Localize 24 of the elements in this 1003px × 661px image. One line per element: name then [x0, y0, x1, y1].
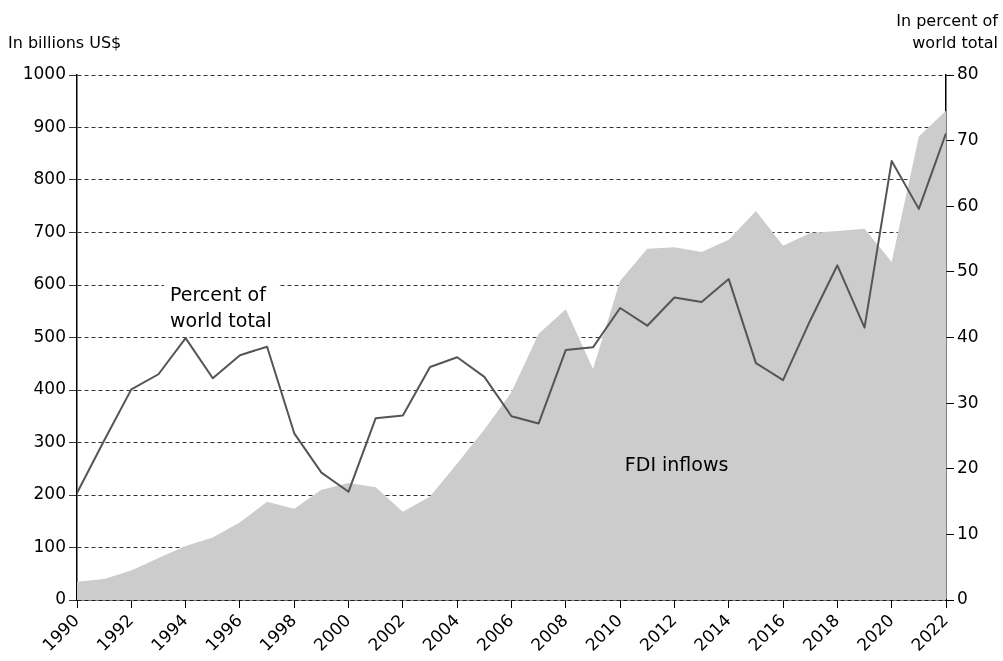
y2-tick-label: 0: [957, 588, 968, 609]
series-label: FDI inflows: [624, 453, 729, 476]
y-tick-label: 1000: [22, 63, 66, 84]
y2-tick-label: 30: [957, 391, 979, 412]
y2-tick-label: 40: [957, 325, 979, 346]
y2-tick-label: 50: [957, 260, 979, 281]
series-label: Percent of world total: [169, 282, 272, 331]
y2-axis-title: In percent of world total: [896, 11, 999, 52]
y2-tick-label: 80: [957, 63, 979, 84]
y-tick-label: 400: [33, 378, 66, 399]
y-axis-title: In billions US$: [8, 33, 122, 52]
y-tick-label: 600: [33, 273, 66, 294]
y-tick-label: 500: [33, 325, 66, 346]
y2-tick-label: 10: [957, 522, 979, 543]
y2-tick-label: 60: [957, 194, 979, 215]
y2-tick-label: 20: [957, 457, 979, 478]
y-tick-label: 700: [33, 220, 66, 241]
y-tick-label: 300: [33, 430, 66, 451]
y-tick-label: 0: [55, 588, 66, 609]
y-tick-label: 100: [33, 535, 66, 556]
y-tick-label: 800: [33, 168, 66, 189]
y-tick-label: 200: [33, 483, 66, 504]
y-tick-label: 900: [33, 115, 66, 136]
y2-tick-label: 70: [957, 129, 979, 150]
